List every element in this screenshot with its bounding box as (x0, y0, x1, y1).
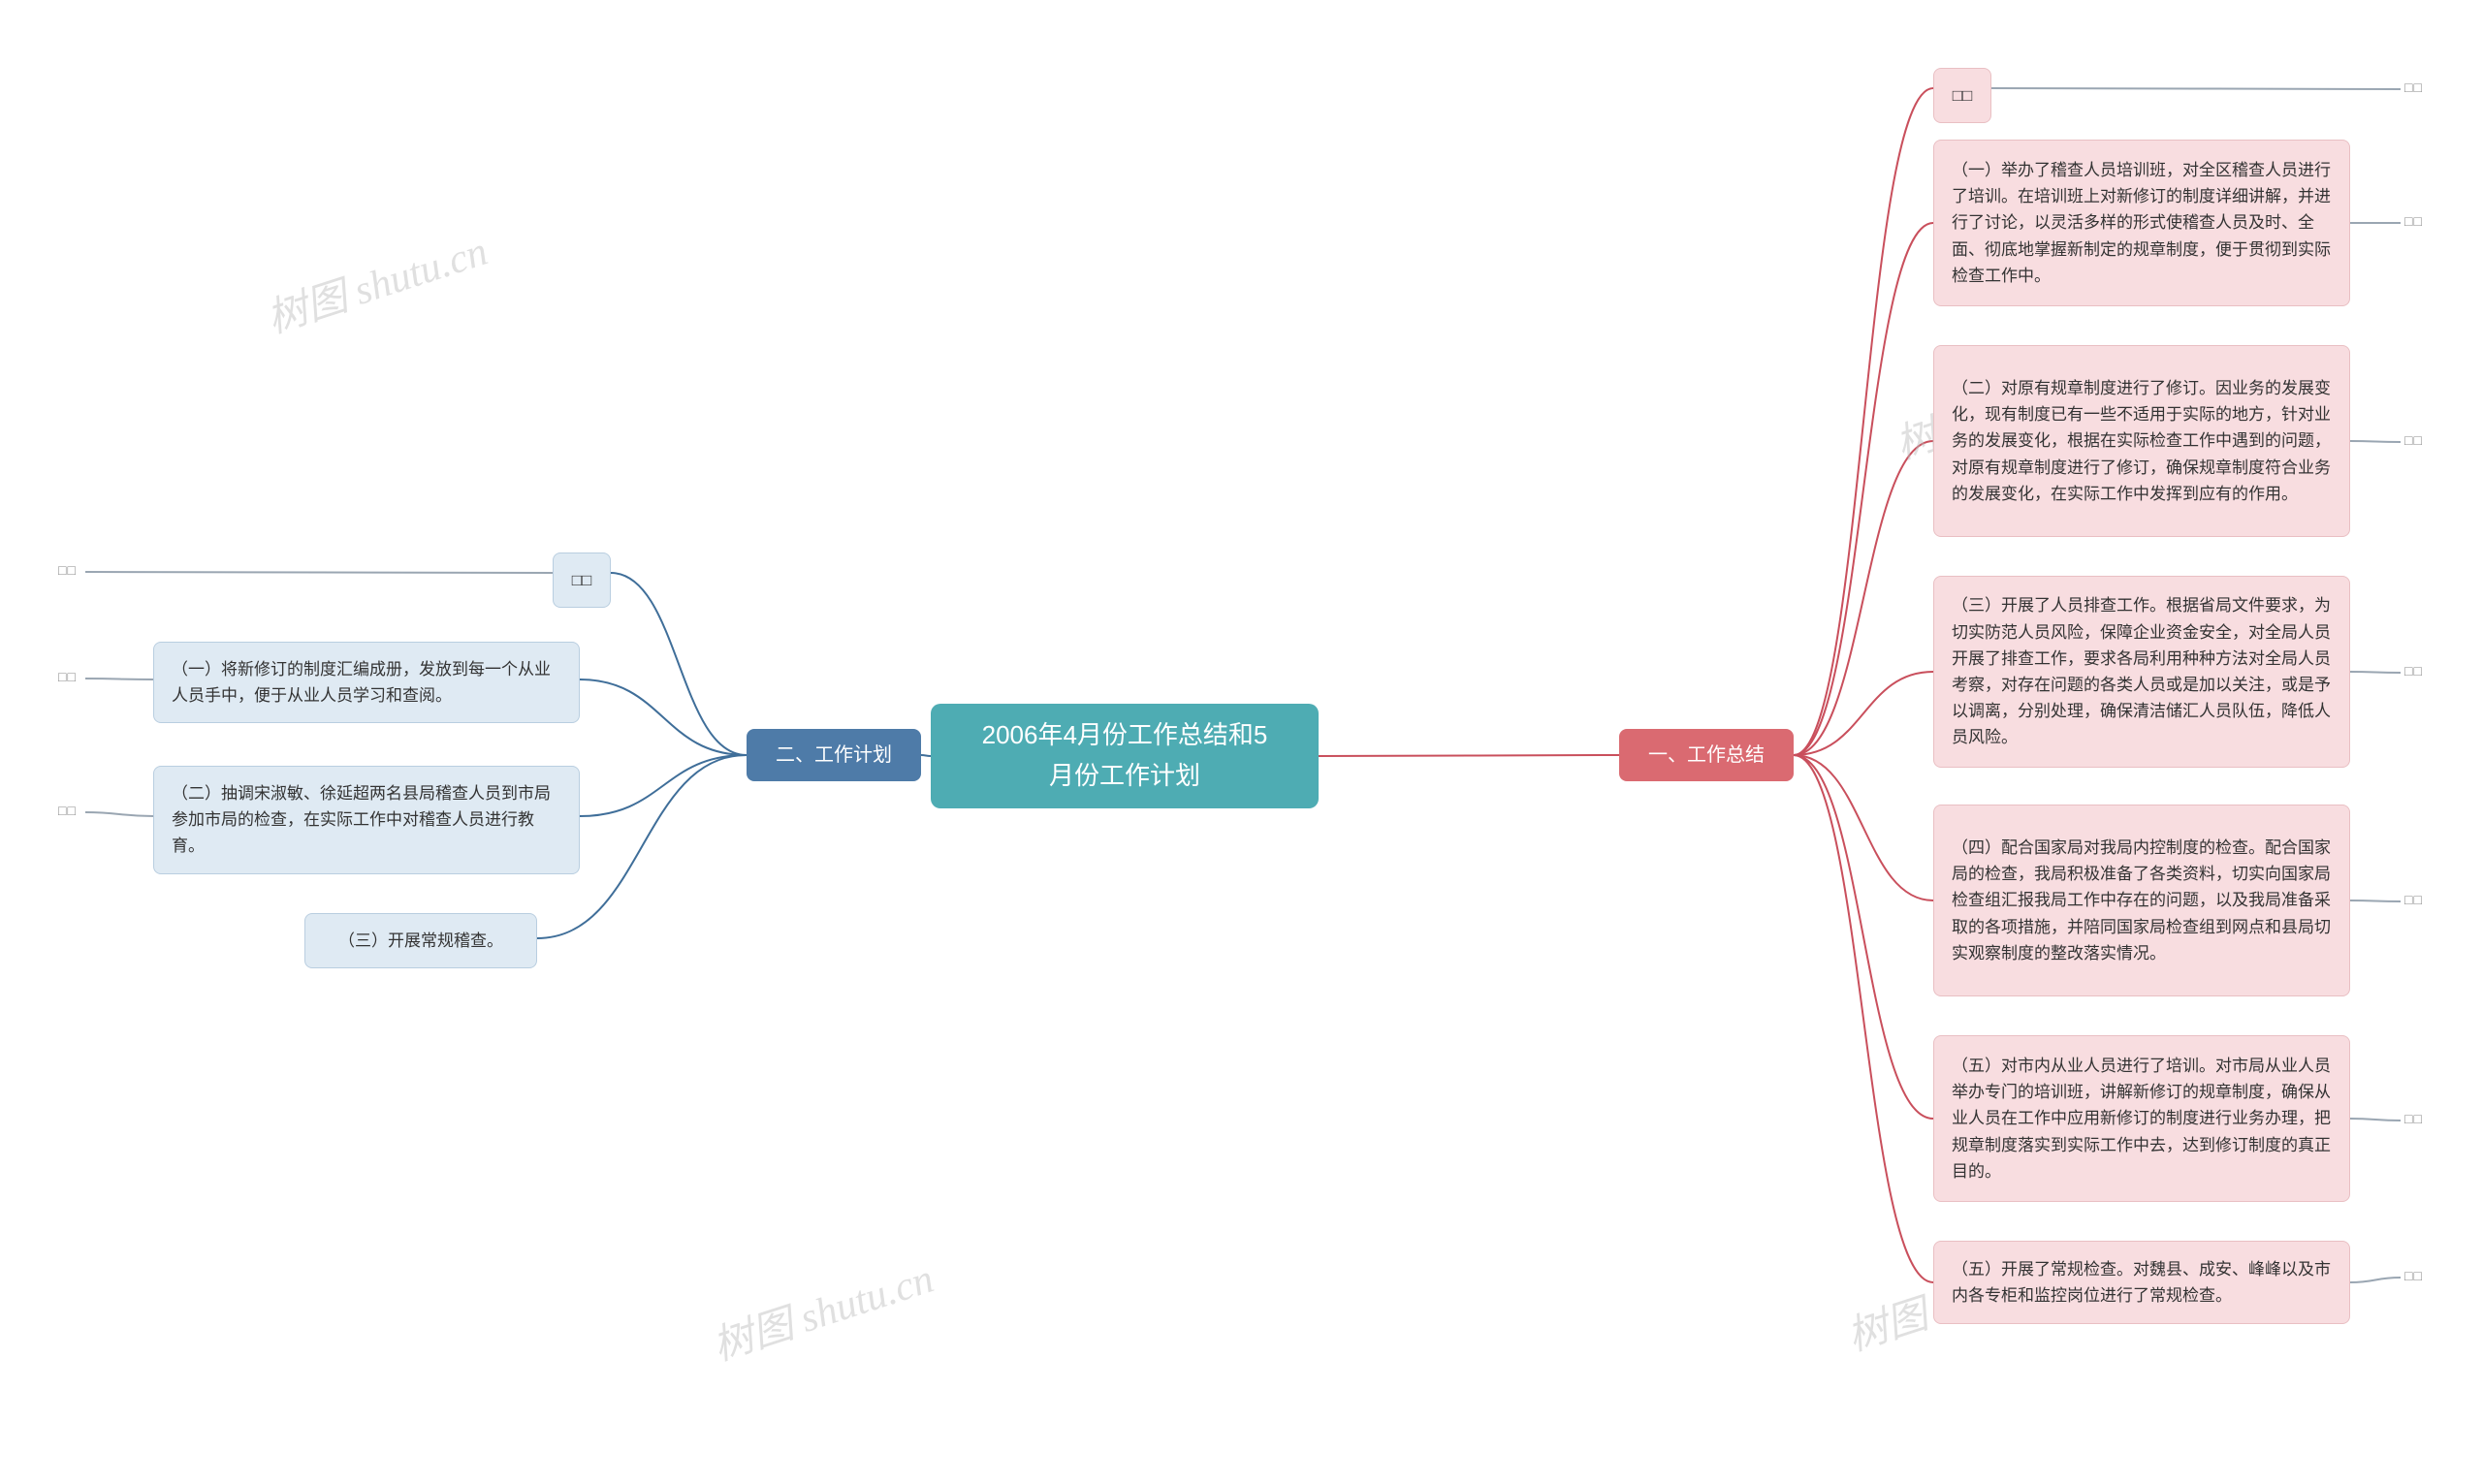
plan-leaf-0[interactable]: □□ (553, 553, 611, 608)
branch-work-summary[interactable]: 一、工作总结 (1619, 729, 1794, 781)
leaf-marker: □□ (2404, 79, 2423, 95)
leaf-marker: □□ (58, 562, 77, 578)
leaf-marker: □□ (2404, 1268, 2423, 1283)
leaf-marker: □□ (2404, 663, 2423, 679)
leaf-marker: □□ (58, 669, 77, 684)
plan-leaf-1[interactable]: （一）将新修订的制度汇编成册，发放到每一个从业人员手中，便于从业人员学习和查阅。 (153, 642, 580, 723)
leaf-marker: □□ (2404, 213, 2423, 229)
watermark: 树图 shutu.cn (704, 1246, 939, 1373)
summary-leaf-0[interactable]: □□ (1933, 68, 1991, 123)
leaf-marker: □□ (58, 803, 77, 818)
watermark: 树图 shutu.cn (258, 218, 493, 345)
summary-leaf-5[interactable]: （五）对市内从业人员进行了培训。对市局从业人员举办专门的培训班，讲解新修订的规章… (1933, 1035, 2350, 1202)
leaf-marker: □□ (2404, 892, 2423, 907)
summary-leaf-1[interactable]: （一）举办了稽查人员培训班，对全区稽查人员进行了培训。在培训班上对新修订的制度详… (1933, 140, 2350, 306)
summary-leaf-3[interactable]: （三）开展了人员排查工作。根据省局文件要求，为切实防范人员风险，保障企业资金安全… (1933, 576, 2350, 768)
summary-leaf-4[interactable]: （四）配合国家局对我局内控制度的检查。配合国家局的检查，我局积极准备了各类资料，… (1933, 805, 2350, 996)
plan-leaf-2[interactable]: （二）抽调宋淑敏、徐延超两名县局稽查人员到市局参加市局的检查，在实际工作中对稽查… (153, 766, 580, 874)
leaf-marker: □□ (2404, 432, 2423, 448)
root-node[interactable]: 2006年4月份工作总结和5 月份工作计划 (931, 704, 1319, 808)
leaf-marker: □□ (2404, 1111, 2423, 1126)
summary-leaf-2[interactable]: （二）对原有规章制度进行了修订。因业务的发展变化，现有制度已有一些不适用于实际的… (1933, 345, 2350, 537)
branch-work-plan[interactable]: 二、工作计划 (747, 729, 921, 781)
summary-leaf-6[interactable]: （五）开展了常规检查。对魏县、成安、峰峰以及市内各专柜和监控岗位进行了常规检查。 (1933, 1241, 2350, 1324)
mindmap-canvas: 2006年4月份工作总结和5 月份工作计划 一、工作总结 二、工作计划 树图 s… (0, 0, 2482, 1484)
plan-leaf-3[interactable]: （三）开展常规稽查。 (304, 913, 537, 968)
